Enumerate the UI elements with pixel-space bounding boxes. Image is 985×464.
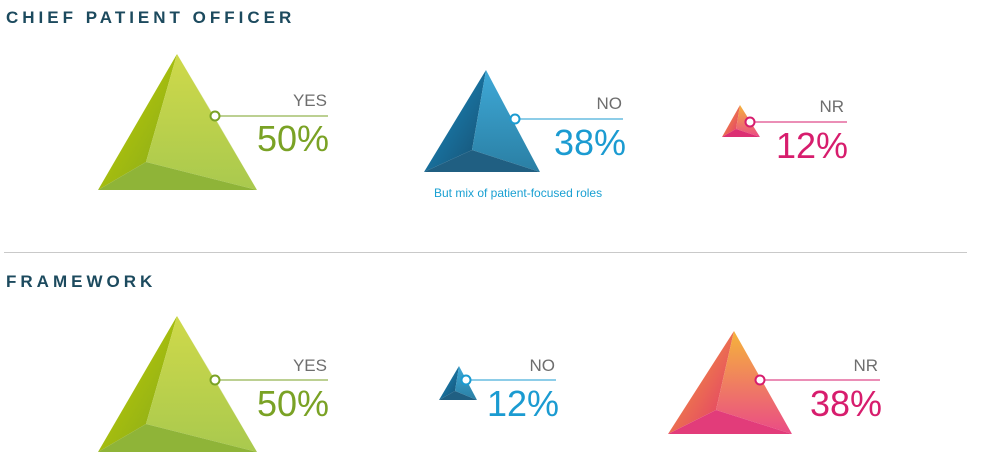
label-no: NO bbox=[529, 356, 556, 375]
value-nr: 38% bbox=[809, 383, 882, 424]
label-nr: NR bbox=[819, 97, 844, 116]
marker-dot-no bbox=[460, 374, 472, 386]
label-no: NO bbox=[596, 94, 623, 113]
pyramid-no bbox=[424, 70, 540, 172]
marker-dot-nr bbox=[754, 374, 766, 386]
annotation-note: But mix of patient-focused roles bbox=[434, 186, 603, 200]
marker-dot-no bbox=[509, 113, 521, 125]
value-nr: 12% bbox=[775, 125, 848, 166]
label-yes: YES bbox=[292, 91, 327, 110]
pyramid-nr bbox=[668, 331, 792, 434]
label-nr: NR bbox=[853, 356, 878, 375]
section-title-chief-patient-officer: CHIEF PATIENT OFFICER bbox=[6, 8, 296, 27]
value-yes: 50% bbox=[256, 118, 329, 159]
marker-dot-yes bbox=[209, 374, 221, 386]
value-yes: 50% bbox=[256, 383, 329, 424]
value-no: 12% bbox=[486, 383, 559, 424]
connectors-section-1 bbox=[209, 110, 847, 128]
pyramid-yes bbox=[98, 316, 257, 452]
section-divider bbox=[4, 252, 967, 253]
marker-dot-nr bbox=[744, 116, 756, 128]
label-yes: YES bbox=[292, 356, 327, 375]
value-no: 38% bbox=[553, 122, 626, 163]
marker-dot-yes bbox=[209, 110, 221, 122]
pyramid-yes bbox=[98, 54, 257, 190]
section-title-framework: FRAMEWORK bbox=[6, 272, 157, 291]
